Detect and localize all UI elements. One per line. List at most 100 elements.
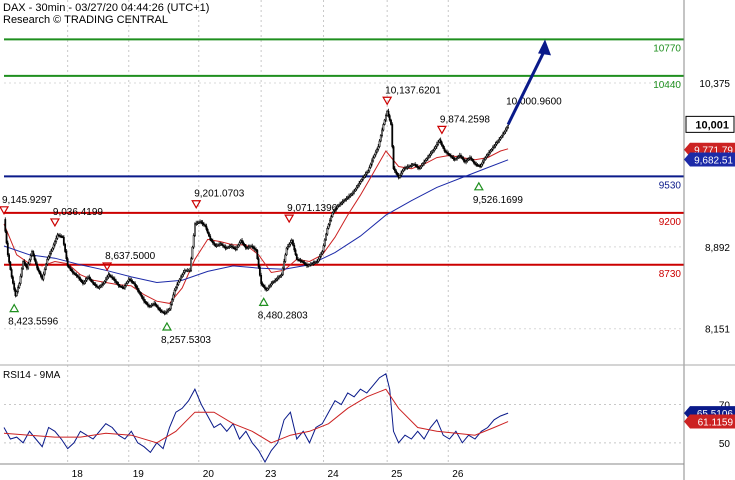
annotation-label: 9,145.9297 [2,195,52,206]
candle-up [489,150,492,153]
candle-up [379,135,382,142]
date-tick-label: 26 [452,469,464,480]
candle-down [65,251,68,260]
candle-up [354,188,357,192]
annotation-label: 9,071.1396 [287,203,337,214]
high-marker [191,200,202,209]
candle-up [182,272,185,276]
ma-badge-label: 9,682.51 [694,156,733,167]
high-marker [0,206,10,216]
candle-up [467,158,470,161]
candle-down [462,158,465,161]
candle-up [51,247,54,252]
candle-down [295,254,298,260]
date-tick-label: 25 [391,469,403,480]
candle-down [390,119,392,125]
candle-down [256,250,259,260]
candle-down [141,296,144,300]
candle-up [276,277,279,280]
annotation-label: 9,201.0703 [194,189,244,200]
candle-up [368,167,371,172]
candle-down [257,258,260,268]
candle-up [430,151,433,155]
candle-up [166,310,168,313]
candle-up [124,285,126,289]
ma-badge [684,152,735,167]
candle-up [369,163,372,168]
candle-up [266,288,269,291]
candle-up [337,204,340,207]
candle-down [158,308,161,311]
candle-down [140,294,143,298]
candle-up [500,135,503,139]
candle-down [460,155,462,158]
candle-down [252,246,255,249]
candle-down [452,157,455,160]
candle-up [457,156,460,158]
candle-down [208,232,210,237]
candle-down [117,283,120,287]
candle-down [5,230,8,244]
candle-up [54,241,56,246]
forecast-arrow-head [538,39,552,56]
candle-down [451,156,453,158]
candle-up [421,163,424,166]
candle-down [253,247,256,250]
candle-down [108,274,111,277]
candle-up [236,246,238,250]
candle-up [384,115,387,121]
candle-down [6,242,9,256]
candle-up [191,246,194,260]
candle-up [18,283,21,288]
candle-down [201,222,204,225]
candle-up [279,275,282,278]
candle-down [37,267,40,272]
high-marker [102,262,113,272]
candle-up [503,131,506,135]
candle-down [292,240,294,246]
candle-down [223,245,226,248]
candle-down [69,267,72,270]
forecast-arrow-line [506,48,547,126]
level-label: 9530 [659,180,682,191]
candle-up [286,245,289,249]
candle-down [448,154,451,156]
rsi-tick-label: 70 [719,401,731,412]
low-marker [9,303,20,313]
annotation-label: 8,480.2803 [258,310,308,321]
candle-up [359,181,362,184]
candle-up [428,155,431,158]
candle-down [139,292,142,295]
candle-up [52,244,55,249]
candle-up [370,160,373,165]
candle-down [471,158,474,162]
high-marker [49,218,60,228]
candle-up [490,149,493,152]
candle-down [213,242,215,245]
date-tick-label: 19 [133,469,145,480]
candle-down [143,298,145,302]
candle-down [130,279,133,282]
low-marker [473,181,484,191]
rsi-group [3,373,509,464]
date-tick-label: 18 [72,469,84,480]
candle-up [178,278,181,283]
candle-up [85,278,88,281]
candle-up [455,158,457,161]
candle-up [377,146,380,150]
y-tick-label: 10,375 [699,79,730,90]
candle-down [416,166,419,168]
candle-up [494,144,497,147]
candle-up [323,239,326,247]
candle-up [29,255,32,261]
candle-down [449,155,452,157]
candle-up [316,261,319,263]
candle-up [374,151,377,156]
candle-down [206,229,209,234]
candle-up [348,195,350,198]
candle-up [485,155,488,158]
candle-up [486,154,489,157]
candles-group [4,108,510,316]
candle-down [62,236,65,245]
